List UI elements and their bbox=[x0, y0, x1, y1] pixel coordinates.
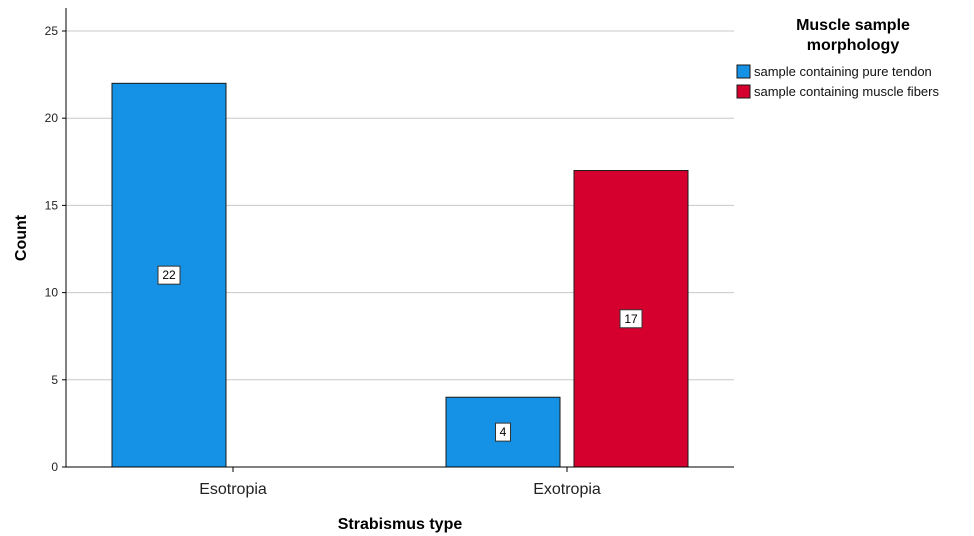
y-tick-label: 25 bbox=[45, 24, 59, 38]
bars bbox=[111, 82, 689, 468]
x-tick-label: Exotropia bbox=[533, 481, 601, 498]
y-axis-title: Count bbox=[13, 214, 30, 261]
data-label: 17 bbox=[624, 312, 638, 326]
y-tick-labels: 0 5 10 15 20 25 bbox=[45, 24, 66, 474]
axes bbox=[65, 8, 734, 468]
data-label: 4 bbox=[500, 425, 507, 439]
legend-label: sample containing muscle fibers bbox=[754, 84, 939, 99]
y-tick-label: 0 bbox=[51, 460, 58, 474]
data-label-box bbox=[157, 265, 181, 285]
legend-label: sample containing pure tendon bbox=[754, 64, 932, 79]
x-axis-title: Strabismus type bbox=[338, 516, 463, 533]
y-tick-label: 15 bbox=[45, 198, 59, 212]
data-label-box bbox=[495, 422, 511, 442]
data-label: 22 bbox=[162, 268, 176, 282]
x-tick-labels: Esotropia Exotropia bbox=[199, 467, 601, 498]
y-tick-label: 5 bbox=[51, 373, 58, 387]
legend-title-line-2: morphology bbox=[807, 37, 900, 54]
legend: Muscle sample morphology sample containi… bbox=[736, 17, 939, 99]
legend-swatch bbox=[736, 64, 751, 79]
legend-swatch bbox=[736, 84, 751, 99]
y-tick-label: 10 bbox=[45, 286, 59, 300]
y-tick-label: 20 bbox=[45, 111, 59, 125]
data-labels: 22 4 17 bbox=[157, 265, 643, 442]
data-label-box bbox=[619, 309, 643, 329]
x-tick-label: Esotropia bbox=[199, 481, 267, 498]
legend-title-line-1: Muscle sample bbox=[796, 17, 910, 34]
legend-items: sample containing pure tendon sample cont… bbox=[736, 64, 939, 99]
